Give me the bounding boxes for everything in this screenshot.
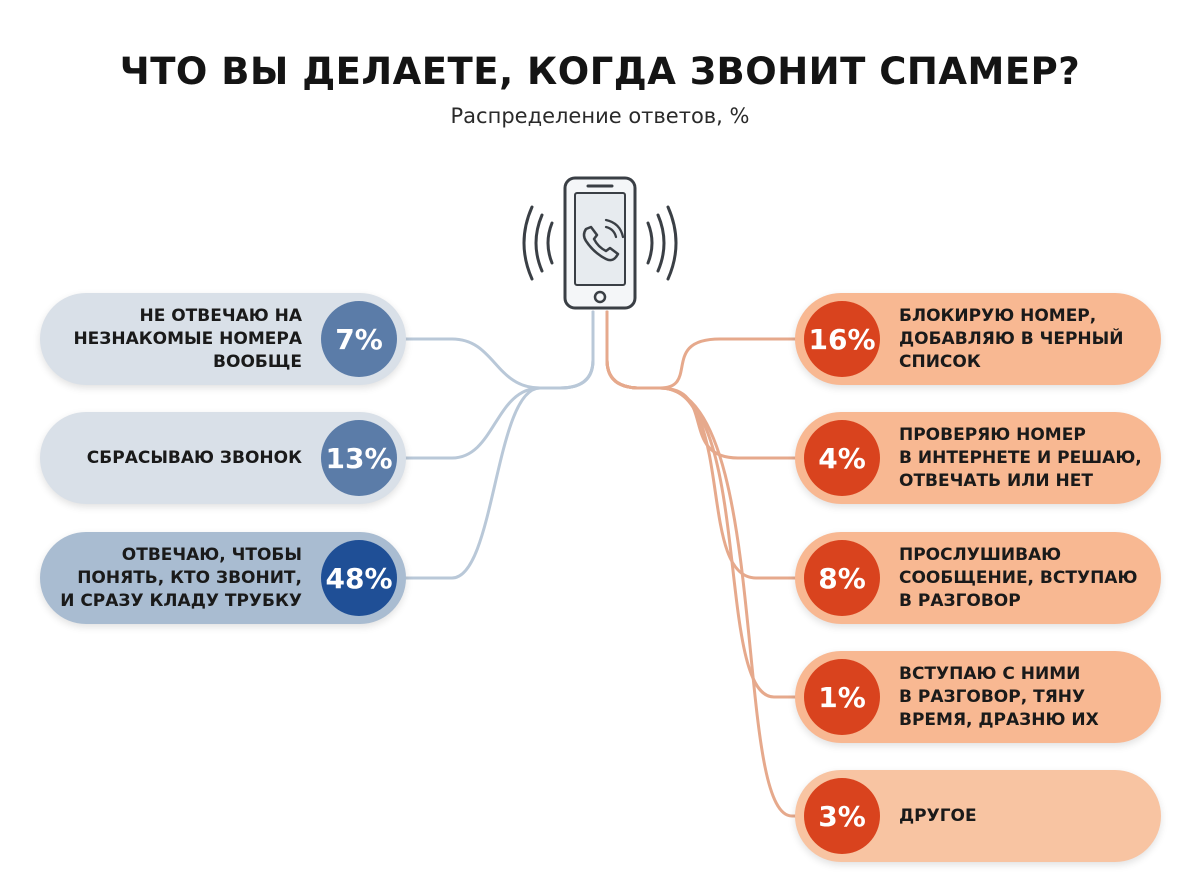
label-line: СПИСОК (899, 351, 981, 372)
label-line: СООБЩЕНИЕ, ВСТУПАЮ (899, 567, 1138, 588)
connector-line-right (605, 310, 802, 699)
response-label: ВСТУПАЮ С НИМИ В РАЗГОВОР, ТЯНУ ВРЕМЯ, Д… (899, 651, 1147, 743)
connector-line-right (605, 310, 802, 818)
response-pill-right: 3% ДРУГОЕ (795, 770, 1161, 862)
response-pill-left-highlight: ОТВЕЧАЮ, ЧТОБЫ ПОНЯТЬ, КТО ЗВОНИТ, И СРА… (40, 532, 406, 624)
ringing-phone-icon (522, 176, 678, 310)
percent-badge: 3% (804, 778, 880, 854)
label-line: ДОБАВЛЯЮ В ЧЕРНЫЙ (899, 328, 1124, 349)
response-label: ДРУГОЕ (899, 770, 1147, 862)
percent-badge: 16% (804, 301, 880, 377)
label-line: ПОНЯТЬ, КТО ЗВОНИТ, (77, 567, 302, 588)
chart-title: ЧТО ВЫ ДЕЛАЕТЕ, КОГДА ЗВОНИТ СПАМЕР? (119, 50, 1081, 93)
label-line: В РАЗГОВОР (899, 590, 1021, 611)
label-line: ПРОВЕРЯЮ НОМЕР (899, 424, 1086, 445)
label-line: БЛОКИРУЮ НОМЕР, (899, 305, 1097, 326)
label-line: ВРЕМЯ, ДРАЗНЮ ИХ (899, 709, 1099, 730)
percent-badge: 4% (804, 420, 880, 496)
percent-badge: 8% (804, 540, 880, 616)
response-label: ПРОВЕРЯЮ НОМЕР В ИНТЕРНЕТЕ И РЕШАЮ, ОТВЕ… (899, 412, 1147, 504)
connector-line-left (398, 310, 595, 460)
connector-line-left (398, 310, 595, 580)
response-pill-right: 4% ПРОВЕРЯЮ НОМЕР В ИНТЕРНЕТЕ И РЕШАЮ, О… (795, 412, 1161, 504)
response-label: СБРАСЫВАЮ ЗВОНОК (58, 412, 302, 504)
percent-badge: 48% (321, 540, 397, 616)
label-line: В ИНТЕРНЕТЕ И РЕШАЮ, (899, 447, 1142, 468)
connector-line-left (398, 310, 595, 390)
label-line: В РАЗГОВОР, ТЯНУ (899, 686, 1086, 707)
label-line: НЕЗНАКОМЫЕ НОМЕРА (73, 328, 302, 349)
label-line: ВООБЩЕ (213, 351, 302, 372)
label-line: И СРАЗУ КЛАДУ ТРУБКУ (60, 590, 302, 611)
percent-badge: 7% (321, 301, 397, 377)
label-line: СБРАСЫВАЮ ЗВОНОК (86, 447, 302, 468)
response-pill-right: 16% БЛОКИРУЮ НОМЕР, ДОБАВЛЯЮ В ЧЕРНЫЙ СП… (795, 293, 1161, 385)
response-pill-right: 8% ПРОСЛУШИВАЮ СООБЩЕНИЕ, ВСТУПАЮ В РАЗГ… (795, 532, 1161, 624)
response-pill-left: СБРАСЫВАЮ ЗВОНОК 13% (40, 412, 406, 504)
chart-subtitle: Распределение ответов, % (450, 104, 750, 128)
label-line: ДРУГОЕ (899, 805, 977, 826)
response-label: БЛОКИРУЮ НОМЕР, ДОБАВЛЯЮ В ЧЕРНЫЙ СПИСОК (899, 293, 1147, 385)
response-pill-left: НЕ ОТВЕЧАЮ НА НЕЗНАКОМЫЕ НОМЕРА ВООБЩЕ 7… (40, 293, 406, 385)
label-line: ПРОСЛУШИВАЮ (899, 544, 1062, 565)
connector-line-right (605, 310, 802, 580)
percent-badge: 13% (321, 420, 397, 496)
label-line: ВСТУПАЮ С НИМИ (899, 663, 1081, 684)
label-line: НЕ ОТВЕЧАЮ НА (139, 305, 302, 326)
connector-line-right (605, 310, 802, 390)
label-line: ОТВЕЧАТЬ ИЛИ НЕТ (899, 470, 1093, 491)
label-line: ОТВЕЧАЮ, ЧТОБЫ (121, 544, 302, 565)
percent-badge: 1% (804, 659, 880, 735)
response-pill-right: 1% ВСТУПАЮ С НИМИ В РАЗГОВОР, ТЯНУ ВРЕМЯ… (795, 651, 1161, 743)
response-label: ОТВЕЧАЮ, ЧТОБЫ ПОНЯТЬ, КТО ЗВОНИТ, И СРА… (58, 532, 302, 624)
response-label: ПРОСЛУШИВАЮ СООБЩЕНИЕ, ВСТУПАЮ В РАЗГОВО… (899, 532, 1147, 624)
response-label: НЕ ОТВЕЧАЮ НА НЕЗНАКОМЫЕ НОМЕРА ВООБЩЕ (58, 293, 302, 385)
